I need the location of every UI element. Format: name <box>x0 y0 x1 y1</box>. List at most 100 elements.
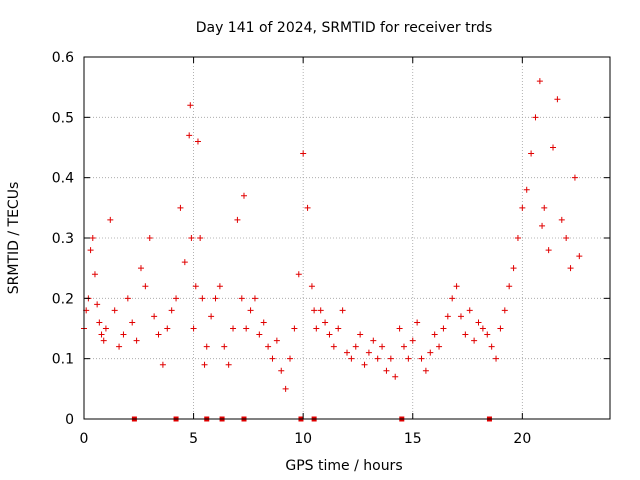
data-point <box>194 138 201 145</box>
data-point <box>326 331 333 338</box>
data-point <box>330 343 337 350</box>
data-point <box>550 144 557 151</box>
data-point <box>225 361 232 368</box>
data-point <box>335 325 342 332</box>
data-point <box>466 307 473 314</box>
data-point <box>545 247 552 254</box>
data-point <box>212 295 219 302</box>
data-point <box>168 307 175 314</box>
y-tick-label: 0.4 <box>52 171 74 187</box>
data-point <box>457 313 464 320</box>
data-point <box>308 283 315 290</box>
data-point <box>240 192 247 199</box>
data-point <box>484 331 491 338</box>
data-point <box>317 307 324 314</box>
data-point <box>164 325 171 332</box>
data-point <box>352 343 359 350</box>
data-point <box>96 319 103 326</box>
data-point <box>94 301 101 308</box>
data-point <box>365 349 372 356</box>
axis-ticks: 0 0.1 0.2 0.3 0.4 0.5 0.6 0 5 10 15 20 <box>52 50 610 447</box>
data-point <box>510 265 517 272</box>
data-point <box>322 319 329 326</box>
data-point <box>311 307 318 314</box>
data-point <box>344 349 350 356</box>
data-point <box>436 343 443 350</box>
data-point <box>479 325 486 332</box>
data-point <box>567 265 574 272</box>
data-point <box>400 343 407 350</box>
data-point <box>137 265 144 272</box>
data-point <box>471 337 478 344</box>
data-point <box>142 283 149 290</box>
data-point <box>201 361 208 368</box>
data-point <box>361 361 368 368</box>
data-point <box>203 343 210 350</box>
data-point <box>532 114 539 121</box>
data-point <box>173 295 180 302</box>
data-point <box>523 186 530 193</box>
data-point <box>536 78 543 85</box>
data-point <box>243 325 250 332</box>
data-point <box>221 343 228 350</box>
x-tick-label: 0 <box>80 431 89 447</box>
data-point <box>514 235 521 241</box>
data-point <box>475 319 482 326</box>
data-point <box>238 295 245 302</box>
data-point <box>444 313 451 320</box>
data-point <box>348 355 355 362</box>
data-point <box>493 355 500 362</box>
data-point <box>418 355 425 362</box>
data-points <box>81 78 583 392</box>
data-point <box>558 216 565 223</box>
data-point <box>181 259 188 266</box>
data-point <box>488 343 495 350</box>
data-point <box>453 283 460 290</box>
data-point <box>197 235 204 241</box>
data-point <box>571 174 578 181</box>
data-point <box>379 343 386 350</box>
data-point <box>188 235 195 241</box>
data-point <box>159 361 166 368</box>
data-point <box>278 367 285 374</box>
data-point <box>576 253 583 260</box>
data-point <box>177 204 184 211</box>
data-point <box>291 325 298 332</box>
data-point <box>506 283 513 290</box>
data-point <box>387 355 394 362</box>
y-tick-label: 0.2 <box>52 291 74 307</box>
data-point <box>187 102 194 109</box>
data-point <box>497 325 504 332</box>
y-tick-label: 0.5 <box>52 110 74 126</box>
data-point <box>431 331 438 338</box>
data-point <box>91 271 98 278</box>
data-point <box>563 235 570 241</box>
data-point <box>528 150 535 157</box>
data-point <box>251 295 258 302</box>
data-point <box>146 235 153 241</box>
data-point <box>269 355 276 362</box>
data-point <box>100 337 107 344</box>
data-point <box>116 343 123 350</box>
data-point <box>440 325 447 332</box>
data-point <box>208 313 215 320</box>
data-point <box>192 283 199 290</box>
data-point <box>265 343 272 350</box>
data-point <box>111 307 118 314</box>
data-point <box>151 313 158 320</box>
data-point <box>287 355 294 362</box>
data-point <box>370 337 377 344</box>
data-point <box>409 337 416 344</box>
data-point <box>357 331 364 338</box>
data-point <box>98 331 105 338</box>
data-point <box>129 319 136 326</box>
data-point <box>422 367 429 374</box>
data-point <box>405 355 412 362</box>
data-point <box>256 331 263 338</box>
data-point <box>295 271 302 278</box>
data-point <box>120 331 127 338</box>
data-point <box>155 331 162 338</box>
data-point <box>539 222 546 229</box>
y-tick-label: 0.6 <box>52 50 74 66</box>
